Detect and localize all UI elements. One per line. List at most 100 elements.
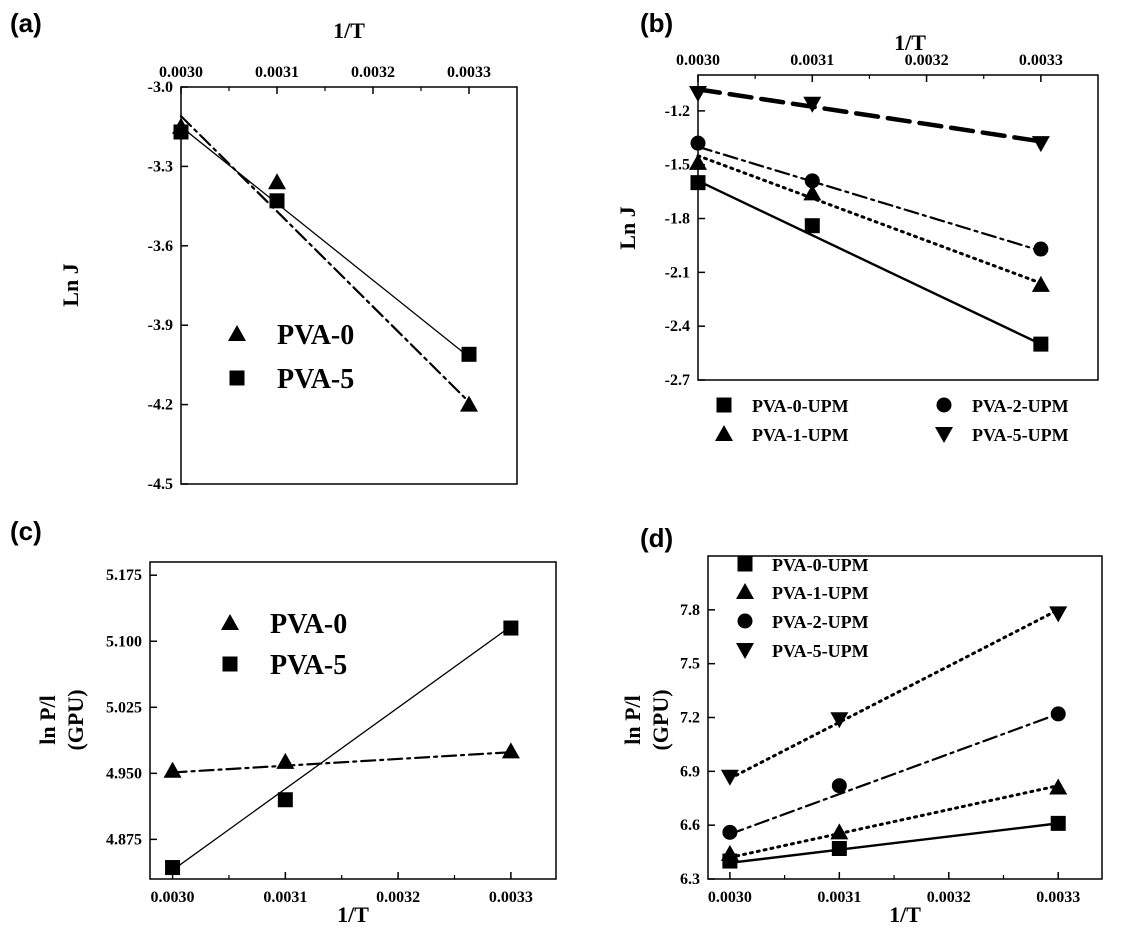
data-point (804, 218, 820, 234)
y-axis-title: ln P/l (35, 695, 60, 745)
data-point (722, 824, 738, 840)
plot-frame (180, 86, 518, 485)
data-point (803, 96, 822, 113)
fit-line (171, 625, 512, 871)
data-point (276, 752, 295, 769)
legend-label: PVA-0 (277, 320, 354, 351)
panel-label: (a) (10, 8, 42, 38)
fit-line (171, 751, 512, 774)
legend-marker (936, 397, 952, 413)
x-tick-label: 0.0033 (1019, 52, 1063, 69)
legend-item: PVA-5 (222, 650, 347, 681)
legend-label: PVA-5 (277, 364, 354, 395)
legend-label: PVA-0-UPM (752, 396, 849, 416)
legend-item: PVA-1-UPM (736, 583, 869, 603)
y-tick-label: -2.1 (665, 264, 690, 281)
series-pva-0-upm (690, 175, 1049, 352)
data-point (277, 792, 293, 808)
y-tick-label: -4.5 (148, 476, 173, 493)
chart-panel-b: (b)0.0030 0.0031 0.0032 0.0033 -1.2 -1.5 -1.8 -… (615, 8, 1099, 445)
y-axis-unit: (GPU) (648, 689, 673, 750)
data-point (269, 193, 285, 209)
x-tick-label: 0.0032 (351, 64, 395, 81)
fit-line (728, 712, 1060, 836)
y-tick-label: 7.8 (680, 602, 700, 619)
legend-item: PVA-1-UPM (715, 425, 849, 445)
y-axis-unit: (GPU) (63, 689, 88, 750)
chart-panel-d: (d) 0.0030 0.0031 0.0032 0.0033 6.3 6.6 6.9 7.2 7… (620, 523, 1103, 927)
legend-marker (935, 427, 953, 443)
legend-label: PVA-5 (270, 650, 347, 681)
panel-label: (b) (640, 8, 673, 38)
data-point (1033, 336, 1049, 352)
x-tick-label: 0.0031 (817, 889, 861, 906)
legend-label: PVA-5-UPM (972, 425, 1069, 445)
data-point (461, 346, 477, 362)
data-point (803, 184, 822, 201)
data-point (173, 124, 189, 140)
data-point (1033, 241, 1049, 257)
plot-frame (149, 561, 557, 880)
x-tick-label: 0.0033 (447, 64, 491, 81)
legend-marker (737, 556, 753, 572)
y-tick-label: -3.3 (148, 158, 173, 175)
series-pva-1-upm (689, 153, 1050, 292)
x-tick-label: 0.0033 (489, 889, 533, 906)
legend-item: PVA-0 (228, 320, 354, 351)
legend-label: PVA-2-UPM (772, 612, 869, 632)
data-point (720, 769, 739, 786)
x-axis-title: 1/T (894, 30, 926, 55)
legend-marker (222, 656, 238, 672)
legend-marker (715, 425, 733, 441)
data-point (460, 395, 478, 412)
x-tick-label: 0.0030 (708, 889, 752, 906)
y-tick-label: -1.2 (665, 103, 690, 120)
y-tick-label: 7.2 (680, 710, 700, 727)
y-tick-label: 6.3 (680, 871, 700, 888)
data-point (1031, 136, 1050, 153)
y-tick-label: -1.5 (665, 157, 690, 174)
y-tick-label: -3.0 (148, 79, 173, 96)
y-tick-label: 6.6 (680, 817, 700, 834)
data-point (1049, 606, 1068, 623)
legend-item: PVA-5-UPM (935, 425, 1069, 445)
fit-line (179, 115, 471, 404)
y-tick-label: -3.6 (148, 238, 173, 255)
series-pva-0 (163, 742, 520, 778)
x-tick-label: 0.0031 (790, 52, 834, 69)
x-tick-label: 0.0032 (376, 889, 420, 906)
legend-marker (229, 370, 245, 386)
x-axis-title: 1/T (333, 18, 365, 43)
data-point (503, 620, 519, 636)
x-tick-label: 0.0030 (676, 52, 720, 69)
x-tick-label: 0.0030 (159, 64, 203, 81)
fit-line (695, 87, 1044, 144)
legend-item: PVA-5 (229, 364, 354, 395)
y-tick-label: -1.8 (665, 211, 690, 228)
series-pva-5 (165, 620, 519, 876)
x-axis-title: 1/T (889, 902, 921, 927)
x-tick-label: 0.0032 (927, 889, 971, 906)
legend-marker (221, 614, 239, 630)
series-pva-5-upm (689, 85, 1050, 153)
chart-panel-c: (c) 0.0030 0.0031 0.0032 0.0033 4.875 4.950 5.0… (10, 516, 557, 927)
legend-label: PVA-0-UPM (772, 555, 869, 575)
data-point (830, 712, 849, 729)
data-point (1031, 275, 1050, 292)
panel-label: (c) (10, 516, 42, 546)
x-tick-label: 0.0031 (255, 64, 299, 81)
legend-label: PVA-2-UPM (972, 396, 1069, 416)
y-axis-title: Ln J (615, 206, 640, 249)
legend-item: PVA-2-UPM (936, 396, 1069, 416)
series-pva-2-upm (690, 135, 1049, 257)
series-pva-2-upm (722, 706, 1066, 840)
legend-item: PVA-5-UPM (736, 641, 869, 661)
data-point (831, 778, 847, 794)
legend-item: PVA-0-UPM (737, 555, 869, 575)
legend-marker (737, 613, 753, 629)
legend-marker (736, 583, 754, 599)
y-tick-label: -2.7 (665, 372, 690, 389)
data-point (720, 844, 739, 861)
y-tick-label: -4.2 (148, 397, 173, 414)
legend-item: PVA-2-UPM (737, 612, 869, 632)
